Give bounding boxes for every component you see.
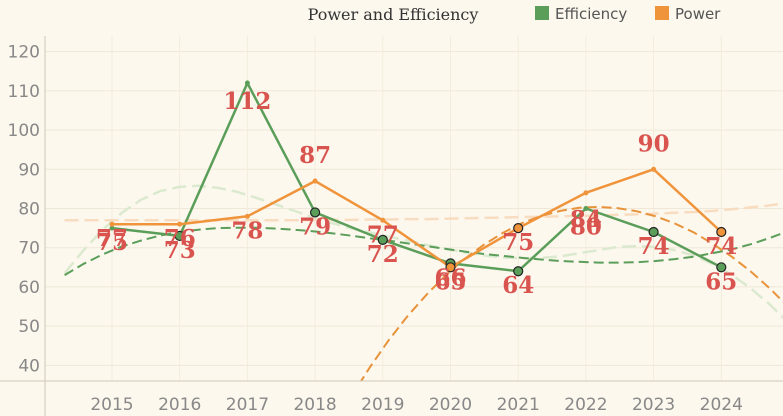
data-label-efficiency: 64 (502, 272, 534, 299)
data-label-power: 90 (638, 130, 670, 157)
data-label-efficiency: 112 (223, 88, 271, 115)
data-label-power: 75 (502, 229, 534, 256)
x-tick-label: 2020 (429, 395, 472, 415)
data-point-power (109, 221, 115, 227)
data-label-power: 87 (299, 142, 331, 169)
data-point-efficiency (583, 206, 589, 211)
data-point-efficiency (109, 225, 115, 231)
data-point-power (380, 217, 386, 223)
data-point-power (445, 262, 456, 273)
data-label-efficiency: 65 (705, 268, 737, 295)
data-point-power (583, 190, 589, 196)
data-label-power: 77 (96, 225, 128, 252)
x-tick-label: 2015 (90, 395, 133, 415)
x-tick-label: 2019 (361, 395, 404, 415)
data-label-power: 78 (231, 217, 263, 244)
data-label-power: 76 (164, 225, 196, 252)
series-line-power (112, 167, 723, 269)
data-point-power (312, 178, 318, 184)
legend-label-power: Power (675, 5, 721, 23)
y-tick-label: 90 (18, 160, 40, 180)
data-point-efficiency (310, 207, 321, 218)
data-point-efficiency (377, 234, 388, 245)
data-label-power: 74 (705, 233, 737, 260)
data-label-efficiency: 73 (164, 237, 196, 264)
x-tick-label: 2017 (226, 395, 269, 415)
axes: 40 50 60 70 80 90 100 110 120 2015 2016 2017 2018 201… (0, 36, 783, 416)
data-label-efficiency: 66 (434, 264, 466, 291)
data-point-power (651, 166, 657, 172)
data-point-efficiency (648, 226, 659, 238)
y-tick-label: 100 (8, 121, 40, 141)
data-label-efficiency: 72 (367, 241, 399, 268)
legend: Efficiency Power (535, 5, 721, 23)
trend-light-efficiency (63, 184, 783, 320)
y-tick-label: 80 (18, 200, 40, 220)
x-tick-label: 2024 (700, 395, 743, 415)
y-tick-label: 120 (8, 43, 40, 63)
y-tick-label: 60 (18, 278, 40, 298)
x-tick-label: 2018 (293, 395, 336, 415)
data-label-power: 77 (367, 221, 399, 248)
legend-swatch-power (655, 6, 669, 20)
legend-label-efficiency: Efficiency (555, 5, 627, 23)
x-tick-label: 2021 (497, 395, 540, 415)
series-lines (109, 80, 727, 277)
y-tick-label: 50 (18, 317, 40, 337)
data-point-power (716, 226, 727, 238)
x-tick-label: 2022 (564, 395, 607, 415)
data-point-efficiency (716, 262, 727, 273)
data-point-efficiency (174, 230, 185, 242)
x-tick-label: 2016 (158, 395, 201, 415)
data-point-efficiency (244, 80, 250, 86)
y-tick-label: 40 (18, 356, 40, 376)
series-line-efficiency (111, 80, 722, 273)
data-label-efficiency: 75 (96, 229, 128, 256)
chart-title: Power and Efficiency (308, 5, 479, 24)
trend-dark-efficiency (64, 226, 783, 276)
data-labels: 75 73 112 79 72 66 64 80 74 65 77 76 78 87 77 65 75 84 90 7… (96, 88, 737, 299)
data-label-efficiency: 74 (638, 233, 670, 260)
x-tick-label: 2023 (632, 395, 675, 415)
grid (45, 36, 783, 381)
trend-dark-power (359, 205, 783, 381)
data-label-efficiency: 80 (570, 214, 602, 241)
y-tick-label: 70 (18, 239, 40, 259)
legend-swatch-efficiency (535, 6, 549, 20)
data-label-efficiency: 79 (299, 213, 331, 240)
y-tick-label: 110 (8, 82, 40, 102)
data-point-power (244, 213, 250, 219)
data-label-power: 84 (570, 206, 602, 233)
data-point-efficiency (513, 266, 524, 277)
data-point-power (177, 221, 183, 227)
data-point-power (513, 223, 524, 234)
data-label-power: 65 (434, 268, 466, 295)
